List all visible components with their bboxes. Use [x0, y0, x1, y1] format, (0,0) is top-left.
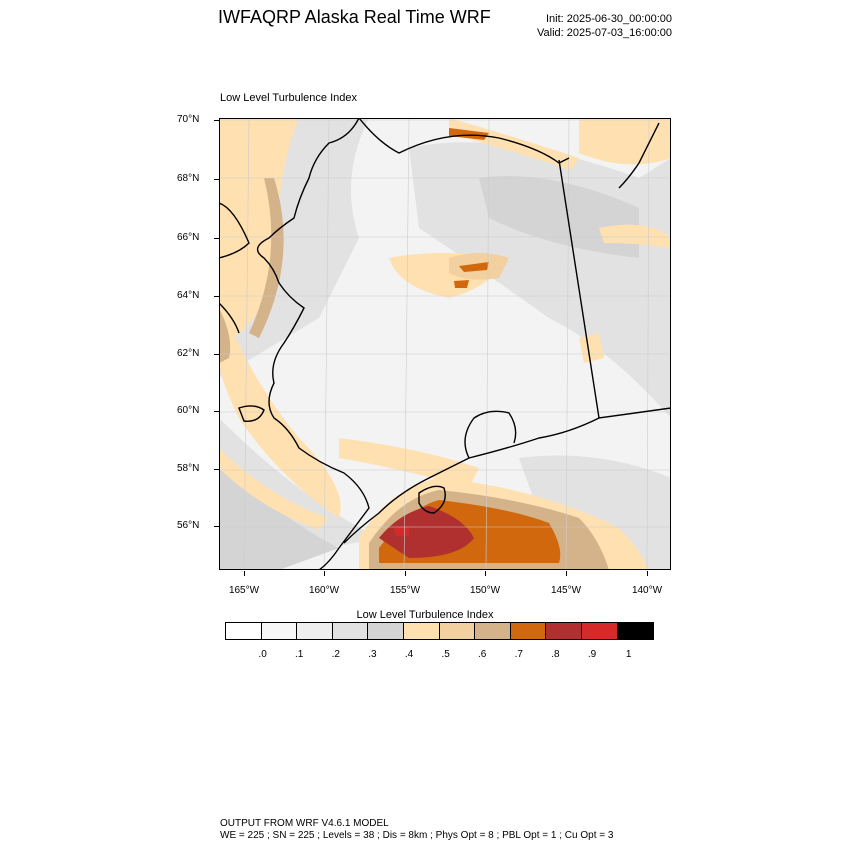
colorbar-tick-label: .8	[551, 649, 560, 660]
colorbar-swatch	[439, 623, 476, 639]
colorbar-tick-label: 1	[625, 649, 632, 660]
lon-label-155: 155°W	[389, 585, 421, 596]
lat-label-68: 68°N	[177, 173, 200, 184]
plot-title: Low Level Turbulence Index	[220, 92, 357, 104]
lat-label-70: 70°N	[177, 114, 200, 125]
footer-line-2: WE = 225 ; SN = 225 ; Levels = 38 ; Dis …	[220, 830, 614, 841]
lon-tick	[566, 571, 567, 576]
colorbar-swatch	[510, 623, 547, 639]
colorbar-tick-label: .9	[587, 649, 597, 660]
colorbar-swatch	[403, 623, 440, 639]
lon-tick	[485, 571, 486, 576]
colorbar-tick-label: .0	[258, 649, 267, 660]
lon-label-140: 140°W	[631, 585, 663, 596]
colorbar-swatch	[368, 623, 404, 639]
colorbar-swatch	[261, 623, 298, 639]
lat-tick	[214, 238, 219, 239]
colorbar-swatch	[475, 623, 511, 639]
valid-time: Valid: 2025-07-03_16:00:00	[537, 27, 672, 39]
colorbar	[225, 622, 655, 640]
run-times: Init: 2025-06-30_00:00:00 Valid: 2025-07…	[537, 12, 672, 40]
colorbar-tick-label: .7	[514, 649, 523, 660]
lat-label-62: 62°N	[177, 348, 200, 359]
lat-tick	[214, 469, 219, 470]
lat-tick	[214, 354, 219, 355]
init-time: Init: 2025-06-30_00:00:00	[546, 13, 672, 25]
lon-label-145: 145°W	[550, 585, 582, 596]
colorbar-swatch	[581, 623, 618, 639]
lat-tick	[214, 526, 219, 527]
colorbar-tick-label: .5	[441, 649, 450, 660]
lat-tick	[214, 296, 219, 297]
turbulence-map	[219, 118, 671, 570]
colorbar-tick-label: .2	[331, 649, 340, 660]
lon-label-165: 165°W	[228, 585, 260, 596]
colorbar-swatch	[226, 623, 262, 639]
colorbar-swatch	[617, 623, 654, 639]
colorbar-tick-label: .4	[404, 649, 414, 660]
colorbar-tick-label: .3	[368, 649, 377, 660]
footer-line-1: OUTPUT FROM WRF V4.6.1 MODEL	[220, 818, 389, 829]
lat-label-64: 64°N	[177, 290, 200, 301]
lon-tick	[244, 571, 245, 576]
lon-tick	[405, 571, 406, 576]
lat-label-66: 66°N	[177, 232, 200, 243]
colorbar-swatch	[546, 623, 582, 639]
colorbar-title: Low Level Turbulence Index	[356, 609, 494, 621]
lat-label-56: 56°N	[177, 520, 200, 531]
lat-tick	[214, 179, 219, 180]
lon-tick	[647, 571, 648, 576]
colorbar-tick-label: .6	[478, 649, 487, 660]
lat-tick	[214, 411, 219, 412]
coastline-outline	[219, 118, 671, 570]
lon-tick	[324, 571, 325, 576]
model-footer: OUTPUT FROM WRF V4.6.1 MODEL WE = 225 ; …	[220, 818, 613, 842]
lat-tick	[214, 120, 219, 121]
page-title: IWFAQRP Alaska Real Time WRF	[218, 7, 491, 27]
colorbar-tick-label: .1	[295, 649, 304, 660]
map-canvas	[219, 118, 671, 570]
lat-label-60: 60°N	[177, 405, 200, 416]
lat-label-58: 58°N	[177, 463, 200, 474]
lon-label-150: 150°W	[469, 585, 501, 596]
lon-label-160: 160°W	[308, 585, 340, 596]
colorbar-swatch	[332, 623, 369, 639]
colorbar-swatch	[297, 623, 333, 639]
